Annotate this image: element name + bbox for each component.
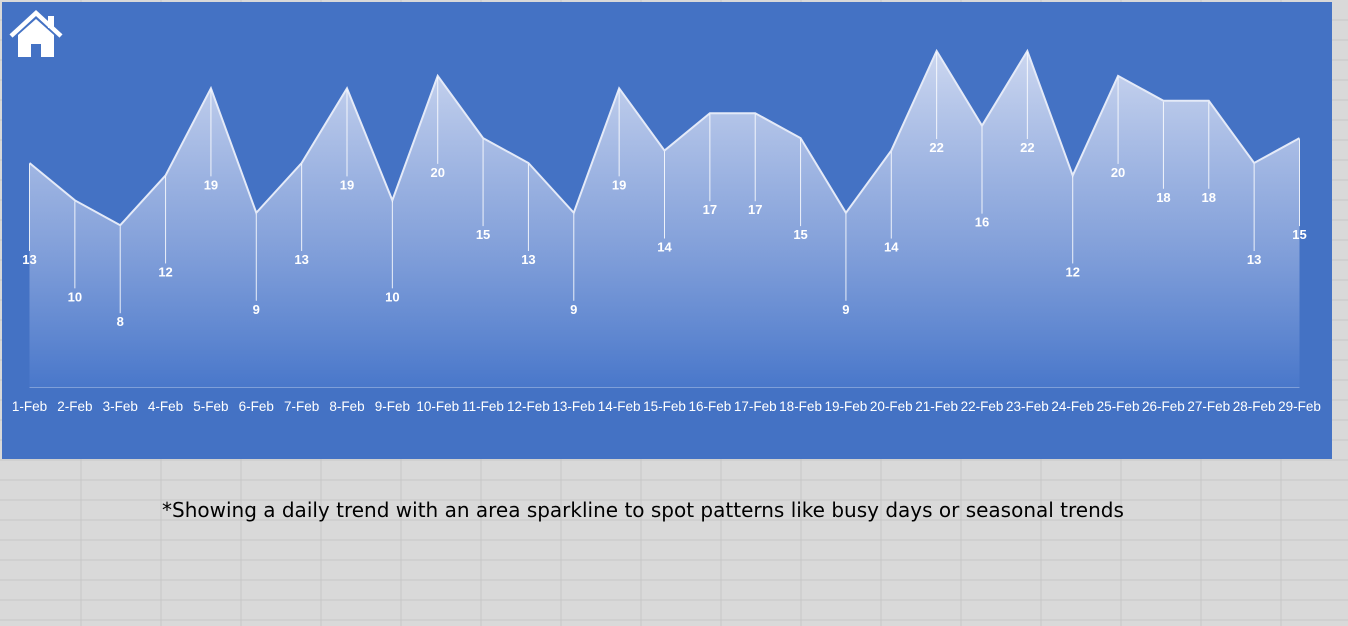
x-tick-label: 24-Feb — [1051, 399, 1094, 414]
x-tick-label: 10-Feb — [416, 399, 459, 414]
x-tick-label: 21-Feb — [915, 399, 958, 414]
x-tick-label: 20-Feb — [870, 399, 913, 414]
x-tick-label: 17-Feb — [734, 399, 777, 414]
x-tick-label: 27-Feb — [1187, 399, 1230, 414]
data-label: 9 — [253, 302, 260, 317]
x-tick-label: 7-Feb — [284, 399, 319, 414]
x-tick-label: 23-Feb — [1006, 399, 1049, 414]
data-label: 10 — [68, 289, 82, 304]
x-tick-label: 18-Feb — [779, 399, 822, 414]
data-label: 19 — [340, 177, 354, 192]
data-label: 17 — [703, 202, 717, 217]
data-label: 15 — [476, 227, 490, 242]
x-tick-label: 2-Feb — [57, 399, 92, 414]
data-label: 13 — [294, 252, 308, 267]
data-label: 17 — [748, 202, 762, 217]
data-label: 13 — [521, 252, 535, 267]
x-tick-label: 4-Feb — [148, 399, 183, 414]
data-label: 20 — [430, 165, 444, 180]
data-label: 13 — [1247, 252, 1261, 267]
data-label: 18 — [1202, 190, 1216, 205]
x-tick-label: 25-Feb — [1097, 399, 1140, 414]
data-label: 9 — [842, 302, 849, 317]
x-tick-label: 13-Feb — [552, 399, 595, 414]
x-tick-label: 1-Feb — [12, 399, 47, 414]
x-tick-label: 16-Feb — [688, 399, 731, 414]
chart-caption: *Showing a daily trend with an area spar… — [162, 498, 1124, 522]
x-tick-label: 26-Feb — [1142, 399, 1185, 414]
data-label: 9 — [570, 302, 577, 317]
data-label: 20 — [1111, 165, 1125, 180]
data-label: 19 — [612, 177, 626, 192]
data-label: 15 — [1292, 227, 1306, 242]
data-label: 18 — [1156, 190, 1170, 205]
home-button[interactable] — [8, 9, 64, 59]
x-tick-label: 5-Feb — [193, 399, 228, 414]
data-label: 8 — [117, 314, 124, 329]
data-label: 10 — [385, 289, 399, 304]
x-tick-label: 22-Feb — [961, 399, 1004, 414]
data-label: 13 — [22, 252, 36, 267]
x-tick-label: 3-Feb — [103, 399, 138, 414]
area-series-edge — [28, 48, 1300, 227]
x-tick-label: 6-Feb — [239, 399, 274, 414]
data-label: 12 — [1065, 264, 1079, 279]
chart-area: 13 10 8 12 19 9 13 19 10 20 15 13 9 19 14 17 17 15 9 14 22 16… — [2, 2, 1332, 459]
data-label: 19 — [204, 177, 218, 192]
x-tick-label: 11-Feb — [462, 399, 504, 414]
data-label: 22 — [1020, 140, 1034, 155]
x-tick-label: 8-Feb — [329, 399, 364, 414]
x-tick-label: 28-Feb — [1233, 399, 1276, 414]
data-label: 15 — [793, 227, 807, 242]
x-tick-label: 14-Feb — [598, 399, 641, 414]
x-tick-label: 12-Feb — [507, 399, 550, 414]
data-label: 14 — [657, 240, 672, 255]
data-label: 16 — [975, 215, 989, 230]
home-icon — [9, 9, 63, 57]
x-tick-label: 29-Feb — [1278, 399, 1321, 414]
x-tick-label: 19-Feb — [825, 399, 868, 414]
data-label: 22 — [929, 140, 943, 155]
data-label: 12 — [158, 264, 172, 279]
data-label: 14 — [884, 240, 899, 255]
x-tick-label: 9-Feb — [375, 399, 410, 414]
area-chart: 13 10 8 12 19 9 13 19 10 20 15 13 9 19 14 17 17 15 9 14 22 16… — [12, 48, 1321, 414]
x-tick-label: 15-Feb — [643, 399, 686, 414]
